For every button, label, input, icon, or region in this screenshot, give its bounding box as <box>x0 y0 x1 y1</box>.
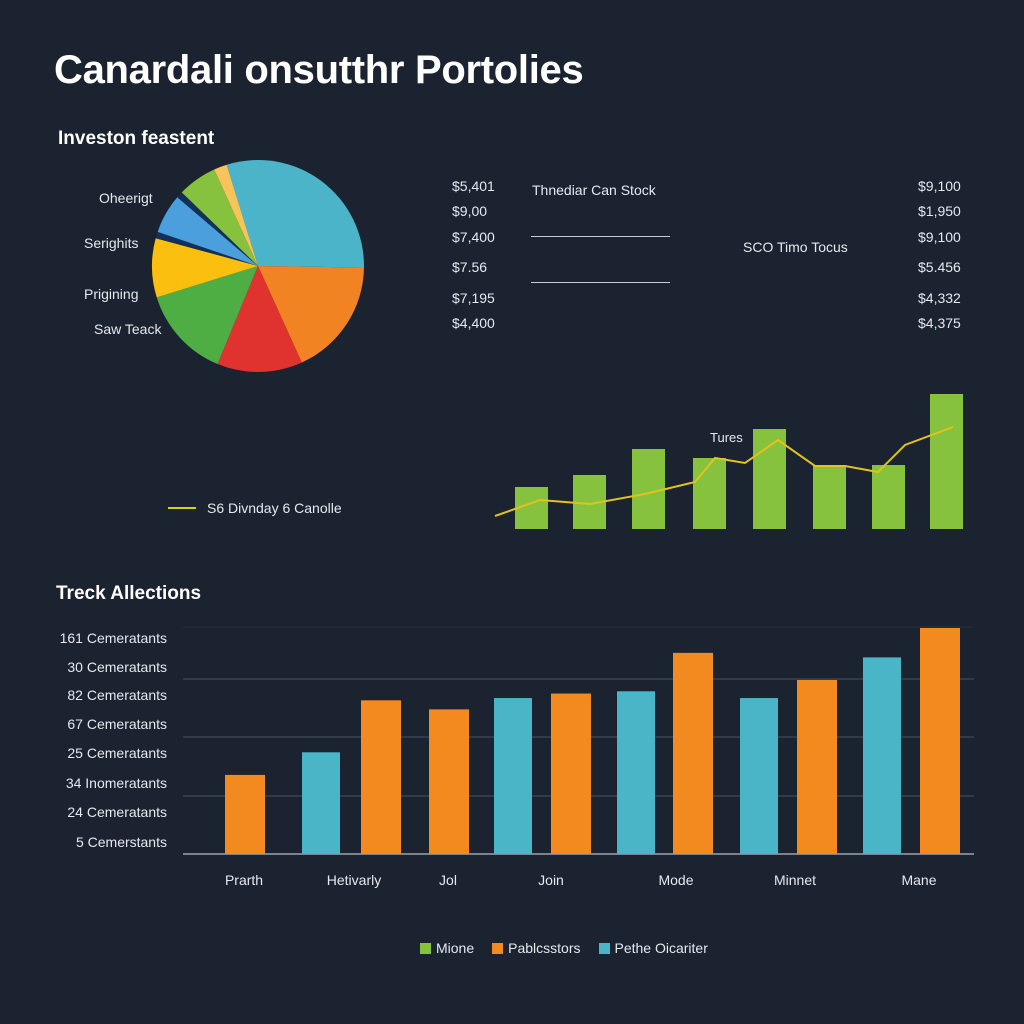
legend-swatch <box>492 942 504 954</box>
combo-annotation: Tures <box>710 430 743 445</box>
price-value: $4,375 <box>918 315 961 331</box>
combo-bar <box>515 487 548 529</box>
bar <box>920 628 960 854</box>
combo-bar <box>872 465 905 529</box>
x-tick-label: Mode <box>658 872 694 888</box>
x-tick-label: Minnet <box>773 872 817 888</box>
pie-slice <box>214 164 258 266</box>
legend-label: Pablcsstors <box>508 940 581 956</box>
bar <box>551 693 591 854</box>
stock-table-title: Thnediar Can Stock <box>532 182 656 198</box>
bar <box>225 774 265 854</box>
combo-bar <box>632 449 665 529</box>
pie-label: Oheerigt <box>99 190 153 206</box>
y-tick-label: 5 Cemerstants <box>75 834 167 850</box>
pie-slice <box>217 266 302 372</box>
bar <box>673 652 713 854</box>
price-value: $9,00 <box>452 203 488 219</box>
legend-swatch <box>598 942 610 954</box>
pie-slice <box>155 231 258 266</box>
y-tick-label: 24 Cemeratants <box>67 804 167 820</box>
pie-label: Saw Teack <box>94 321 162 337</box>
legend-line-label: S6 Divnday 6 Canolle <box>207 500 342 516</box>
pie-chart-title: Investon feastent <box>58 128 215 149</box>
divider <box>531 236 670 237</box>
y-tick-label: 82 Cemeratants <box>67 687 167 703</box>
x-tick-label: Join <box>538 872 564 888</box>
price-value: $4,400 <box>452 315 495 331</box>
bar <box>429 709 469 854</box>
bar <box>617 691 655 854</box>
pie-label: Prigining <box>84 286 139 302</box>
y-tick-label: 161 Cemeratants <box>59 630 167 646</box>
page-title: Canardali onsutthr Portolies <box>54 48 584 92</box>
price-value: $9,100 <box>918 229 961 245</box>
pie-slice <box>157 197 258 266</box>
price-value: $9,100 <box>918 178 961 194</box>
combo-line <box>494 426 954 517</box>
x-tick-label: Mane <box>901 872 937 888</box>
y-tick-label: 25 Cemeratants <box>67 745 167 761</box>
pie-slice <box>156 266 258 364</box>
price-value: $7.56 <box>452 259 488 275</box>
bar-chart-title: Treck Allections <box>56 583 202 604</box>
bar-chart-legend: Mione Pablcsstors Pethe Oicariter <box>420 940 708 956</box>
bar <box>863 657 901 854</box>
pie-slice <box>177 192 258 266</box>
legend-line-swatch <box>168 507 196 509</box>
combo-bar <box>930 394 963 529</box>
price-value: $7,400 <box>452 229 495 245</box>
x-tick-label: Prarth <box>224 872 264 888</box>
bar <box>797 679 837 854</box>
x-tick-label: Hetivarly <box>326 872 382 888</box>
pie-slice <box>152 238 258 298</box>
x-tick-label: Jol <box>439 872 457 888</box>
pie-slice <box>226 160 364 268</box>
combo-bar <box>813 465 846 529</box>
legend-swatch <box>420 942 431 954</box>
bar <box>494 698 532 854</box>
y-tick-label: 34 Inomeratants <box>65 775 167 791</box>
price-value: $4,332 <box>918 290 961 306</box>
price-value: $1,950 <box>918 203 961 219</box>
bar <box>740 698 778 854</box>
pie-slice <box>181 169 258 266</box>
legend-label: Pethe Oicariter <box>614 940 708 956</box>
legend-item: Pablcsstors <box>492 940 581 956</box>
legend-label: Mione <box>436 940 475 956</box>
pie-label: Serighits <box>84 235 139 251</box>
combo-bar <box>693 458 726 529</box>
price-value: $5,401 <box>452 178 495 194</box>
legend-item: Mione <box>420 940 474 956</box>
y-tick-label: 67 Cemeratants <box>67 716 167 732</box>
legend-item: Pethe Oicariter <box>598 940 708 956</box>
bar <box>361 700 401 854</box>
pie-slice <box>258 266 364 363</box>
price-value: $5.456 <box>918 259 961 275</box>
bar <box>302 752 340 854</box>
divider <box>531 282 670 283</box>
stock-right-label: SCO Timo Tocus <box>743 239 848 255</box>
price-value: $7,195 <box>452 290 495 306</box>
y-tick-label: 30 Cemeratants <box>67 659 167 675</box>
